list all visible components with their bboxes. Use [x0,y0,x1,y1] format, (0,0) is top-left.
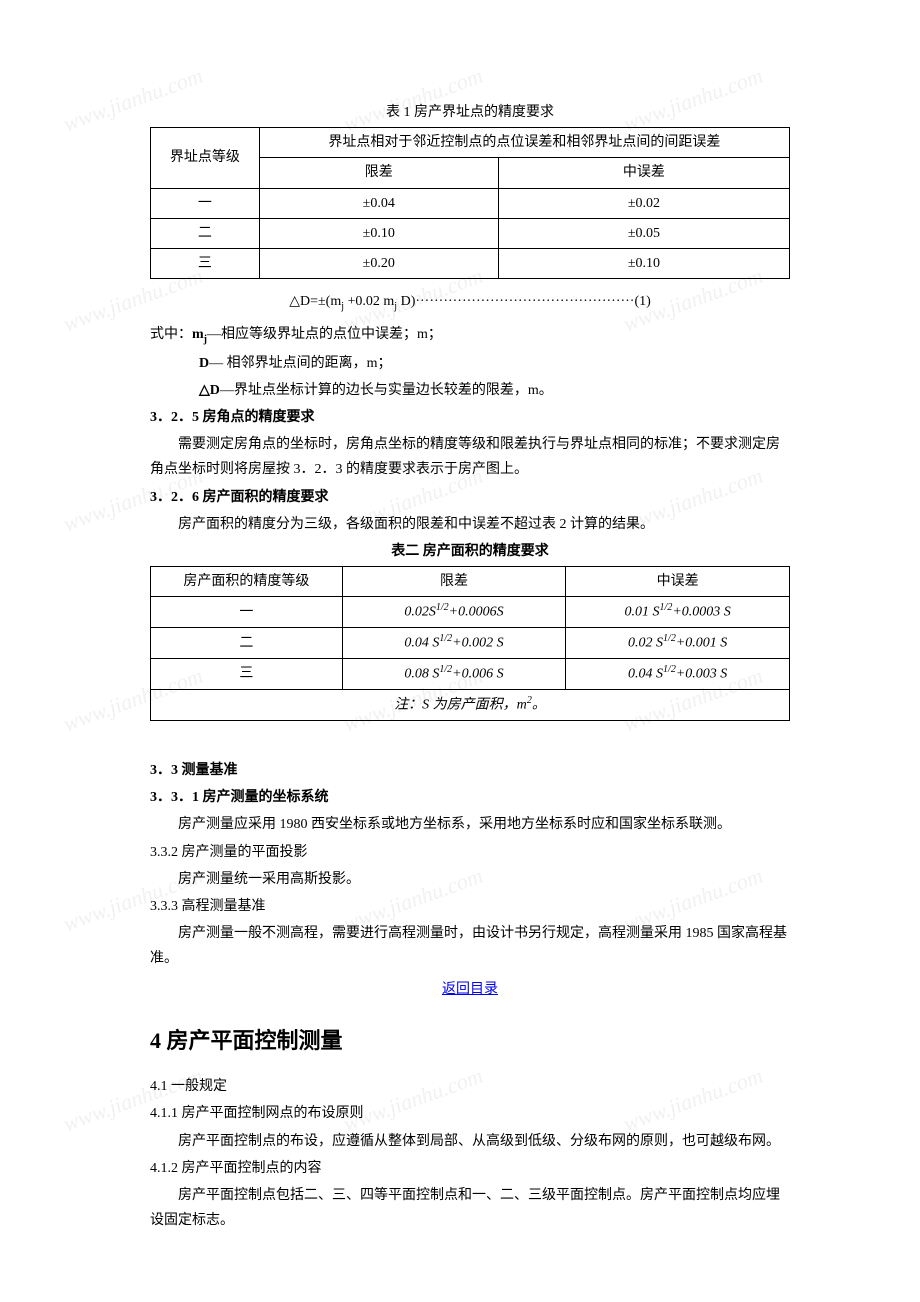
cell-mid: ±0.05 [498,218,789,248]
formula-1: △D=±(mj +0.02 mj D)·····················… [150,289,790,316]
cell-limit: ±0.04 [259,188,498,218]
formula-def-dd: △D—界址点坐标计算的边长与实量边长较差的限差，m。 [150,378,790,403]
chapter-4-title: 4 房产平面控制测量 [150,1021,790,1061]
cell-level: 二 [151,628,343,659]
table-row: 二 0.04 S1/2+0.002 S 0.02 S1/2+0.001 S [151,628,790,659]
section-3-3-3-p1: 房产测量一般不测高程，需要进行高程测量时，由设计书另行规定，高程测量采用 198… [150,921,790,971]
table2-header-mid: 中误差 [566,567,790,597]
table1-subheader-limit: 限差 [259,158,498,188]
table1-subheader-mid: 中误差 [498,158,789,188]
section-4-1-2-heading: 4.1.2 房产平面控制点的内容 [150,1156,790,1181]
table2-header-level: 房产面积的精度等级 [151,567,343,597]
section-3-2-5-p1: 需要测定房角点的坐标时，房角点坐标的精度等级和限差执行与界址点相同的标准；不要求… [150,432,790,482]
cell-level: 三 [151,659,343,690]
section-4-1-heading: 4.1 一般规定 [150,1074,790,1099]
cell-limit: 0.08 S1/2+0.006 S [342,659,566,690]
return-toc-link[interactable]: 返回目录 [150,977,790,1002]
cell-level: 二 [151,218,260,248]
section-3-2-6-p1: 房产面积的精度分为三级，各级面积的限差和中误差不超过表 2 计算的结果。 [150,512,790,537]
table-row: 一 ±0.04 ±0.02 [151,188,790,218]
cell-limit: 0.02S1/2+0.0006S [342,597,566,628]
cell-mid: 0.04 S1/2+0.003 S [566,659,790,690]
section-3-3-2-p1: 房产测量统一采用高斯投影。 [150,867,790,892]
table1-caption: 表 1 房产界址点的精度要求 [150,100,790,125]
cell-level: 一 [151,597,343,628]
table-row: 一 0.02S1/2+0.0006S 0.01 S1/2+0.0003 S [151,597,790,628]
cell-mid: ±0.02 [498,188,789,218]
section-3-3-3-heading: 3.3.3 高程测量基准 [150,894,790,919]
section-4-1-1-heading: 4.1.1 房产平面控制网点的布设原则 [150,1101,790,1126]
section-4-1-2-p1: 房产平面控制点包括二、三、四等平面控制点和一、二、三级平面控制点。房产平面控制点… [150,1183,790,1233]
table2-note-row: 注：S 为房产面积，m2。 [151,689,790,720]
table2: 房产面积的精度等级 限差 中误差 一 0.02S1/2+0.0006S 0.01… [150,566,790,721]
section-3-3-2-heading: 3.3.2 房产测量的平面投影 [150,840,790,865]
cell-level: 一 [151,188,260,218]
formula-def-d: D— 相邻界址点间的距离，m； [150,351,790,376]
cell-mid: ±0.10 [498,248,789,278]
section-3-2-6-heading: 3．2．6 房产面积的精度要求 [150,485,790,510]
table-row: 三 0.08 S1/2+0.006 S 0.04 S1/2+0.003 S [151,659,790,690]
table2-note: 注：S 为房产面积，m2。 [151,689,790,720]
cell-limit: 0.04 S1/2+0.002 S [342,628,566,659]
section-3-2-5-heading: 3．2．5 房角点的精度要求 [150,405,790,430]
section-3-3-1-heading: 3．3．1 房产测量的坐标系统 [150,785,790,810]
table1-header-level: 界址点等级 [151,128,260,188]
cell-level: 三 [151,248,260,278]
cell-mid: 0.02 S1/2+0.001 S [566,628,790,659]
section-3-3-1-p1: 房产测量应采用 1980 西安坐标系或地方坐标系，采用地方坐标系时应和国家坐标系… [150,812,790,837]
table1-header-error: 界址点相对于邻近控制点的点位误差和相邻界址点间的间距误差 [259,128,789,158]
table1: 界址点等级 界址点相对于邻近控制点的点位误差和相邻界址点间的间距误差 限差 中误… [150,127,790,279]
table-row: 二 ±0.10 ±0.05 [151,218,790,248]
cell-limit: ±0.20 [259,248,498,278]
table-row: 三 ±0.20 ±0.10 [151,248,790,278]
section-4-1-1-p1: 房产平面控制点的布设，应遵循从整体到局部、从高级到低级、分级布网的原则，也可越级… [150,1129,790,1154]
section-3-3-heading: 3．3 测量基准 [150,758,790,783]
cell-mid: 0.01 S1/2+0.0003 S [566,597,790,628]
cell-limit: ±0.10 [259,218,498,248]
formula-def-mj: 式中：mj—相应等级界址点的点位中误差；m； [150,322,790,349]
table2-caption: 表二 房产面积的精度要求 [150,539,790,564]
table2-header-limit: 限差 [342,567,566,597]
